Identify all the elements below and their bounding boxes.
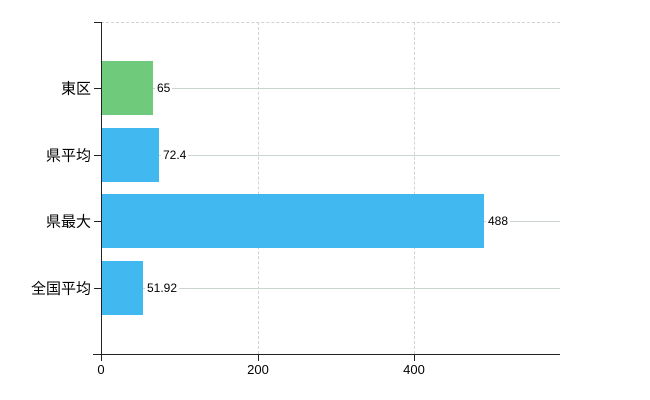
x-tick-label: 200 [247, 362, 269, 377]
row-grid-line [101, 88, 560, 89]
grid-line-vertical [258, 22, 259, 354]
x-tick [258, 354, 259, 361]
bar [102, 261, 143, 315]
x-axis-line [93, 354, 560, 355]
category-label: 県最大 [45, 213, 91, 231]
x-tick-label: 0 [97, 362, 105, 377]
plot-top-border [101, 22, 560, 23]
bar-value-label: 51.92 [145, 281, 180, 295]
y-axis-line [101, 22, 102, 354]
row-grid-line [101, 155, 560, 156]
row-grid-line [101, 288, 560, 289]
category-label: 全国平均 [30, 280, 91, 298]
y-tick [94, 22, 101, 23]
x-tick [414, 354, 415, 361]
category-label: 東区 [60, 80, 91, 98]
y-tick [94, 155, 101, 156]
bar [102, 194, 484, 248]
bar-value-label: 65 [155, 81, 173, 95]
y-tick [94, 288, 101, 289]
bar [102, 61, 153, 115]
x-tick [101, 354, 102, 361]
grid-line-vertical [414, 22, 415, 354]
x-tick-label: 400 [403, 362, 425, 377]
y-tick [94, 88, 101, 89]
bar [102, 128, 159, 182]
y-tick [94, 221, 101, 222]
bar-value-label: 72.4 [161, 148, 189, 162]
bar-value-label: 488 [486, 214, 511, 228]
category-label: 県平均 [45, 147, 91, 165]
